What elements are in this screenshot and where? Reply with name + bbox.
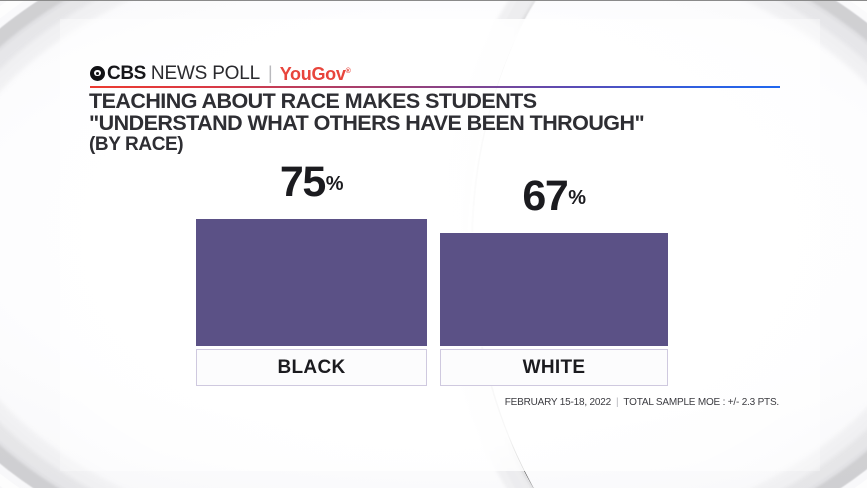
bar-value-black: 75% <box>196 161 427 204</box>
page-title-line-3: (BY RACE) <box>89 134 184 155</box>
bar-label-black: BLACK <box>277 356 346 378</box>
brand-partner-text: YouGov <box>279 64 346 84</box>
bar-black <box>196 219 427 346</box>
cbs-eye-icon <box>90 65 105 81</box>
bar-value-black-number: 75 <box>279 158 326 206</box>
brand-partner-yougov: YouGov® <box>280 62 351 84</box>
bar-label-box-black: BLACK <box>196 349 427 386</box>
brand-separator: | <box>268 62 273 83</box>
chart-footnote: FEBRUARY 15-18, 2022 | TOTAL SAMPLE MOE : … <box>505 397 779 408</box>
bar-white <box>440 233 668 346</box>
bar-value-black-percent: % <box>325 172 344 195</box>
footnote-moe: TOTAL SAMPLE MOE : +/- 2.3 PTS. <box>623 397 779 408</box>
brand-partner-trademark: ® <box>345 68 351 75</box>
bar-group-black: 75% BLACK <box>196 161 427 386</box>
bar-group-white: 67% WHITE <box>440 175 668 386</box>
bar-label-box-white: WHITE <box>440 349 668 386</box>
bar-label-white: WHITE <box>522 356 586 378</box>
bar-value-white-number: 67 <box>522 172 568 220</box>
footnote-separator: | <box>615 397 619 408</box>
brand-news-poll-text: NEWS POLL <box>150 62 260 84</box>
page-title-line-1: TEACHING ABOUT RACE MAKES STUDENTS <box>89 89 537 113</box>
bar-value-white-percent: % <box>568 186 586 209</box>
bar-value-white: 67% <box>440 175 668 218</box>
brand-logo-row: CBS NEWS POLL | YouGov® <box>90 62 351 84</box>
brand-cbs-text: CBS <box>107 62 146 84</box>
footnote-dates: FEBRUARY 15-18, 2022 <box>504 397 611 408</box>
page-title: TEACHING ABOUT RACE MAKES STUDENTS "UNDE… <box>89 89 789 156</box>
brand-gradient-rule <box>90 86 780 88</box>
page-title-line-2: "UNDERSTAND WHAT OTHERS HAVE BEEN THROUG… <box>89 110 645 135</box>
